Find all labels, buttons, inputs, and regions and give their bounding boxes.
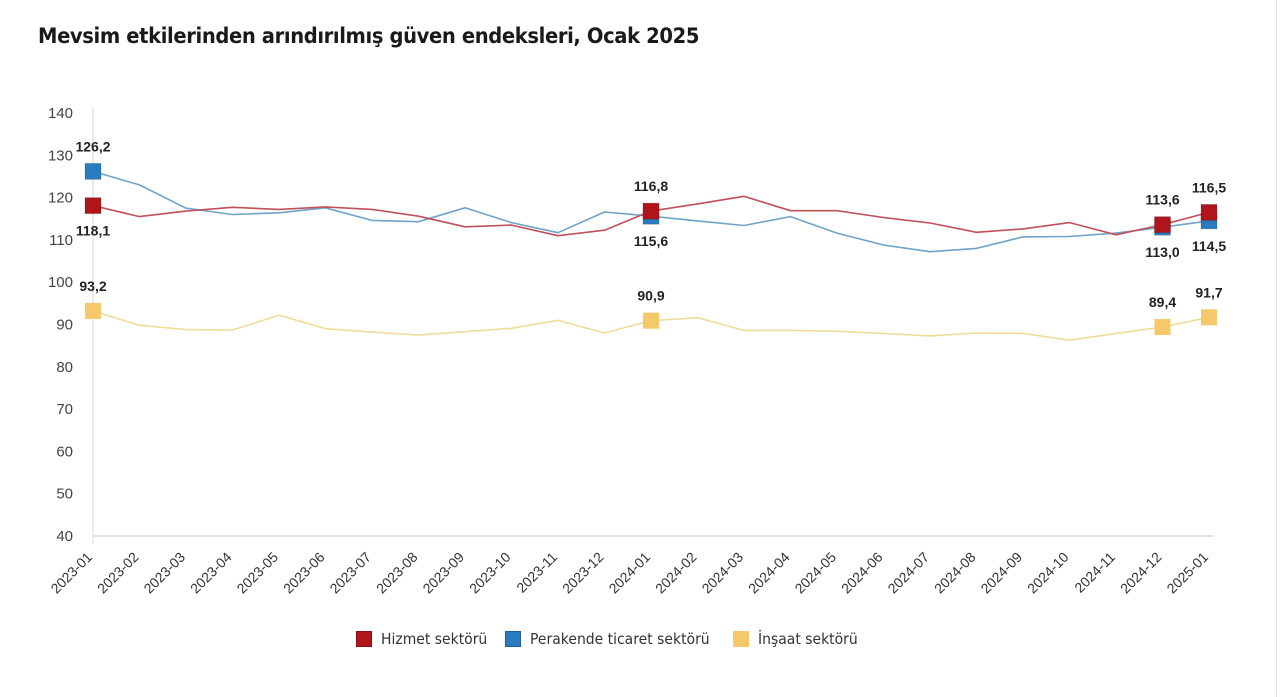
data-marker: [84, 162, 102, 180]
x-tick-label: 2023-12: [559, 549, 607, 597]
legend-swatch-hizmet: [356, 631, 372, 647]
axes: [92, 108, 1213, 544]
x-tick-label: 2023-09: [419, 549, 467, 597]
legend-label: Hizmet sektörü: [381, 630, 488, 648]
data-marker: [1154, 216, 1171, 234]
y-tick-label: 110: [49, 232, 73, 249]
data-labels: 93,2 90,9 89,4 91,7 126,2 115,6 113,0 114,5 118,…: [75, 138, 1226, 310]
legend-label: Perakende ticaret sektörü: [530, 630, 710, 648]
x-tick-label: 2024-01: [605, 549, 653, 597]
data-label: 91,7: [1195, 284, 1222, 300]
data-label: 116,8: [634, 178, 668, 194]
y-tick-label: 70: [56, 401, 73, 418]
data-label: 93,2: [79, 278, 106, 294]
data-marker: [85, 302, 101, 319]
x-tick-label: 2025-01: [1163, 549, 1211, 597]
data-label: 89,4: [1149, 294, 1176, 310]
data-marker: [643, 312, 659, 329]
x-axis-ticks: 2023-012023-022023-032023-042023-052023-…: [47, 549, 1211, 597]
data-label: 113,0: [1145, 244, 1179, 260]
y-tick-label: 130: [48, 147, 73, 164]
legend-item-perakende[interactable]: Perakende ticaret sektörü: [505, 630, 723, 648]
data-marker: [1154, 319, 1171, 336]
y-tick-label: 80: [56, 359, 73, 376]
x-tick-label: 2024-12: [1117, 549, 1165, 597]
data-label: 118,1: [76, 223, 110, 239]
x-tick-label: 2024-05: [791, 549, 839, 597]
x-tick-label: 2024-07: [884, 549, 932, 597]
x-tick-label: 2024-08: [931, 549, 979, 597]
x-tick-label: 2023-11: [513, 549, 560, 596]
data-marker: [1201, 309, 1217, 326]
y-tick-label: 140: [48, 105, 73, 122]
data-label: 115,6: [634, 233, 668, 249]
x-tick-label: 2023-03: [140, 549, 188, 597]
legend-label: İnşaat sektörü: [758, 630, 859, 648]
legend-swatch-perakende: [505, 631, 522, 647]
y-axis-ticks: 140 130 120 110 100 90 80 70 60 50 40: [48, 105, 73, 545]
legend: Hizmet sektörü Perakende ticaret sektörü…: [356, 630, 876, 648]
y-tick-label: 60: [56, 443, 73, 460]
legend-item-hizmet[interactable]: Hizmet sektörü: [356, 630, 495, 648]
data-label: 126,2: [75, 138, 110, 154]
x-tick-label: 2023-06: [280, 549, 328, 597]
y-tick-label: 120: [48, 190, 73, 207]
data-label: 90,9: [637, 288, 664, 304]
frame-border: [1276, 0, 1277, 697]
x-tick-label: 2023-01: [47, 549, 95, 597]
data-marker: [1200, 203, 1218, 221]
x-tick-label: 2024-06: [838, 549, 886, 597]
x-tick-label: 2024-03: [698, 549, 746, 597]
chart-title: Mevsim etkilerinden arındırılmış güven e…: [38, 24, 700, 48]
y-tick-label: 100: [48, 274, 73, 291]
x-tick-label: 2023-07: [326, 549, 374, 597]
x-tick-label: 2024-11: [1071, 549, 1118, 596]
data-marker: [84, 197, 102, 215]
x-tick-label: 2023-05: [233, 549, 281, 597]
x-tick-label: 2024-09: [977, 549, 1025, 597]
x-tick-label: 2024-02: [652, 549, 700, 597]
y-tick-label: 40: [56, 528, 73, 545]
data-label: 116,5: [1192, 179, 1226, 195]
y-tick-label: 90: [56, 317, 73, 334]
x-tick-label: 2024-10: [1024, 549, 1072, 597]
legend-swatch-insaat: [733, 631, 750, 647]
legend-item-insaat[interactable]: İnşaat sektörü: [733, 630, 865, 648]
y-tick-label: 50: [56, 486, 73, 503]
data-label: 114,5: [1192, 238, 1226, 254]
x-tick-label: 2024-04: [745, 549, 793, 597]
x-tick-label: 2023-04: [187, 549, 235, 597]
x-tick-label: 2023-08: [373, 549, 421, 597]
data-label: 113,6: [1145, 192, 1179, 208]
data-marker: [642, 202, 660, 220]
x-tick-label: 2023-02: [94, 549, 142, 597]
x-tick-label: 2023-10: [466, 549, 514, 597]
series-markers: [84, 162, 1218, 336]
